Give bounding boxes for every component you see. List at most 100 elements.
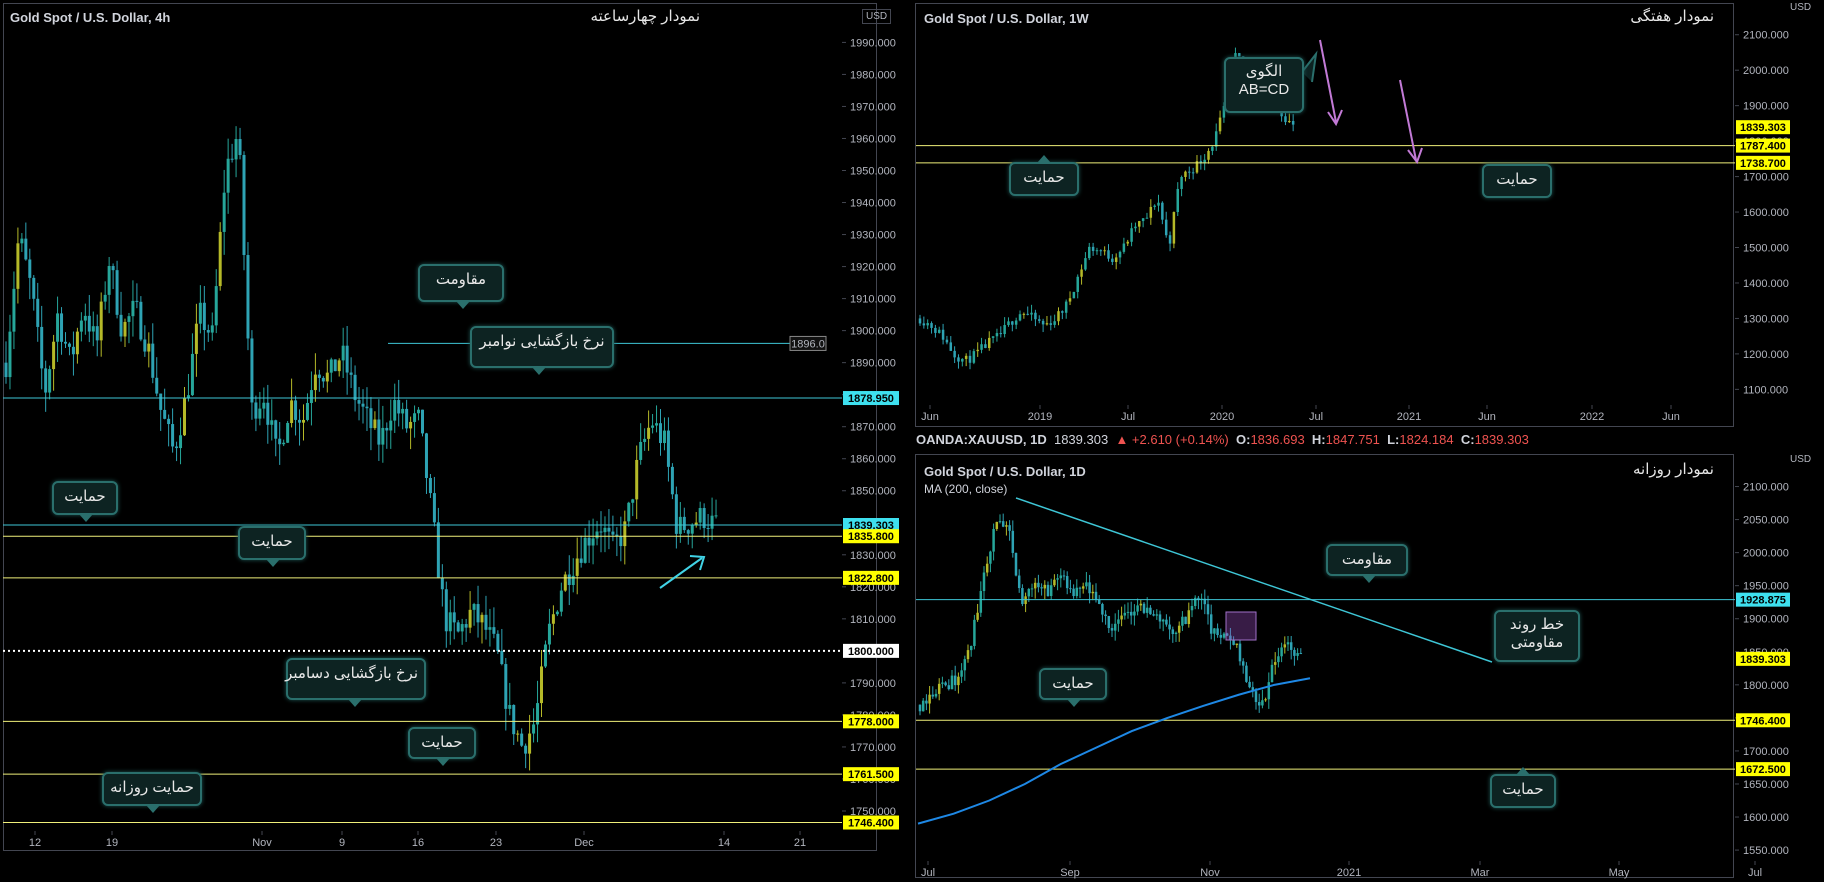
x-tick-label: Nov	[1200, 867, 1220, 879]
x-tick-label: Mar	[1471, 867, 1490, 879]
candle-body	[1064, 301, 1068, 313]
cyan-arrow-head	[689, 555, 706, 571]
candle-body	[1022, 313, 1026, 315]
candle-body	[496, 633, 500, 651]
candle-body	[662, 430, 666, 444]
chart-1d[interactable]: 1550.0001600.0001650.0001700.0001750.000…	[912, 432, 1824, 882]
currency-badge-4h[interactable]: USD	[862, 9, 892, 24]
candle-body	[714, 515, 718, 517]
candle-body	[1171, 629, 1175, 635]
candle-body	[944, 682, 947, 686]
candle-body	[984, 344, 987, 348]
candle-body	[456, 622, 460, 632]
price-tag-label: 1839.303	[1740, 122, 1786, 134]
marker-tag-bg	[789, 335, 827, 351]
candle-body	[985, 563, 989, 573]
candle-body	[1053, 579, 1056, 586]
candle-body	[190, 353, 194, 396]
candle-body	[516, 733, 520, 735]
candle-body	[119, 314, 123, 337]
price-tag-bg	[843, 391, 899, 406]
candle-body	[1024, 596, 1027, 605]
candle-body	[670, 466, 674, 495]
candle-body	[1088, 246, 1091, 259]
y-tick-label: 1900.000	[850, 326, 896, 338]
y-tick-label: 1980.000	[850, 69, 896, 81]
candle-body	[389, 420, 393, 431]
candle-body	[24, 238, 28, 260]
candle-body	[341, 345, 345, 361]
candle-body	[1126, 611, 1130, 613]
panel-name-1d: نمودار روزانه	[1633, 461, 1714, 478]
candle-body	[163, 409, 167, 419]
candle-body	[1209, 614, 1213, 634]
panel-1d[interactable]: OANDA:XAUUSD, 1D 1839.303 ▲ +2.610 (+0.1…	[912, 432, 1824, 882]
candle-body	[950, 675, 954, 690]
candle-body	[1206, 604, 1210, 615]
chart-1w[interactable]: 1100.000 1200.000 1300.000 1400.000 1500.000…	[912, 0, 1824, 432]
candle-body	[194, 323, 198, 354]
candle-body	[953, 675, 957, 686]
candle-body	[349, 372, 353, 375]
candle-body	[32, 277, 36, 299]
candle-body	[690, 525, 694, 534]
candle-body	[1291, 121, 1295, 125]
candle-body	[1199, 161, 1203, 164]
candle-body	[567, 574, 571, 586]
candle-body	[1216, 628, 1219, 636]
candle-body	[238, 139, 242, 156]
candle-body	[1065, 576, 1069, 589]
candle-body	[298, 419, 302, 423]
candle-body	[424, 433, 428, 478]
candle-body	[1245, 665, 1248, 682]
candle-body	[12, 288, 16, 332]
candle-body	[937, 329, 941, 333]
candle-body	[206, 330, 210, 333]
trendline	[1015, 497, 1493, 663]
callout-text: حمایت	[64, 488, 106, 505]
candle-body	[1014, 552, 1018, 576]
candle-body	[647, 427, 651, 439]
candle-body	[147, 343, 151, 352]
candle-body	[56, 313, 60, 342]
pink-arrow-1-head	[1327, 109, 1343, 127]
candle-body	[1049, 323, 1053, 325]
callout-text: حمایت	[1023, 169, 1065, 186]
candle-body	[1139, 603, 1143, 606]
candle-body	[167, 418, 171, 425]
high-value: 1847.751	[1325, 432, 1380, 447]
panel-4h[interactable]: 1750.0001760.0001770.0001780.0001790.000…	[0, 0, 910, 882]
candle-body	[1095, 250, 1099, 252]
close-value: 1839.303	[1474, 432, 1529, 447]
y-tick-label: 1940.000	[850, 198, 896, 210]
candle-body	[1176, 188, 1179, 213]
candle-body	[87, 315, 91, 332]
candle-body	[428, 477, 432, 494]
candle-body	[4, 362, 8, 378]
callout-dec-open-4h: نرخ بازگشایی دسامبر	[285, 658, 426, 707]
candle-body	[1251, 687, 1255, 692]
candle-body	[1005, 525, 1008, 527]
candle-body	[1133, 611, 1136, 616]
chart-4h[interactable]: 1750.0001760.0001770.0001780.0001790.000…	[0, 0, 910, 882]
candle-body	[1046, 584, 1050, 597]
y-tick-label: 1950.000	[1743, 581, 1789, 593]
candle-body	[1114, 257, 1118, 262]
candle-body	[583, 537, 587, 563]
candle-body	[1134, 226, 1137, 229]
candle-body	[135, 300, 139, 302]
candle-body	[1017, 575, 1021, 589]
candle-body	[520, 733, 524, 746]
candle-body	[1072, 291, 1076, 299]
candle-body	[52, 341, 56, 370]
y-tick-label: 2100.000	[1743, 30, 1789, 42]
y-tick-label: 2050.000	[1743, 515, 1789, 527]
callout-pattern-1w: الگوی AB=CD	[1224, 57, 1304, 113]
y-tick-label: 1810.000	[850, 614, 896, 626]
x-tick-label: 2020	[1210, 411, 1234, 423]
callout-resistance-1d: مقاومت	[1326, 544, 1408, 583]
candle-body	[123, 321, 127, 337]
candle-body	[934, 327, 937, 333]
pink-arrow-2	[1399, 79, 1417, 161]
panel-1w[interactable]: 1100.000 1200.000 1300.000 1400.000 1500.000…	[912, 0, 1824, 432]
